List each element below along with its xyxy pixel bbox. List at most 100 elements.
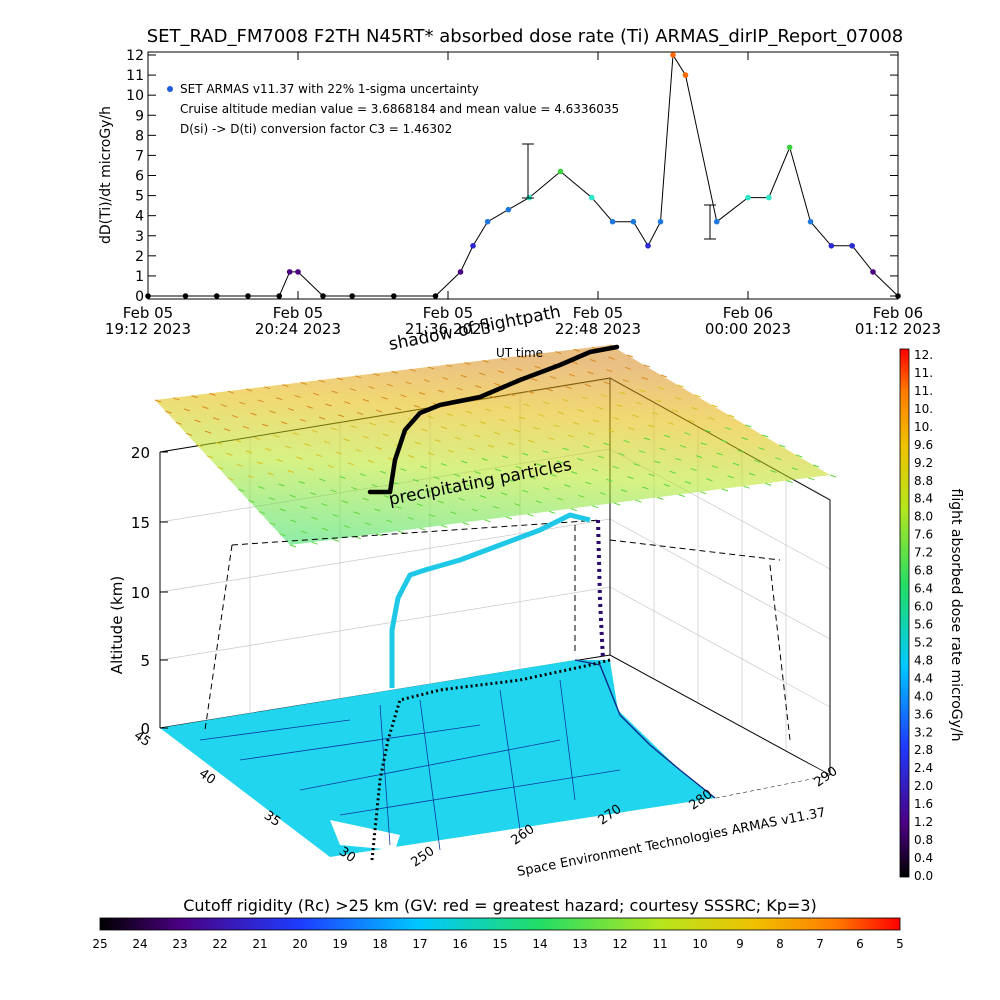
particle-mark	[394, 407, 402, 411]
right-colorbar-label: flight absorbed dose rate microGy/h	[948, 489, 964, 742]
particle-mark	[691, 407, 698, 410]
data-point	[670, 52, 676, 58]
particle-mark	[536, 463, 543, 467]
particle-mark	[695, 455, 703, 459]
y-tick-label: 8	[135, 128, 144, 144]
particle-mark	[546, 388, 554, 392]
particle-mark	[608, 356, 615, 360]
particle-mark	[404, 492, 411, 496]
x-tick-label: 20:24 2023	[255, 320, 341, 338]
data-point	[630, 218, 637, 225]
bottom-colorbar-tick: 5	[896, 937, 904, 951]
altitude-ticks: 0 5 10 15 20	[131, 444, 168, 738]
particle-mark	[570, 471, 578, 475]
particle-mark	[504, 405, 511, 409]
particle-mark	[374, 508, 381, 512]
grid-line	[159, 586, 611, 661]
data-point	[432, 293, 439, 299]
particle-mark	[242, 425, 250, 429]
particle-mark	[206, 455, 214, 459]
particle-mark	[508, 393, 516, 397]
particle-mark	[632, 414, 639, 418]
right-colorbar-tick: 7.2	[914, 546, 933, 560]
particle-mark	[376, 533, 383, 537]
bottom-colorbar-tick: 17	[412, 937, 427, 951]
particle-mark	[492, 505, 500, 509]
altitude-tick-label: 10	[131, 584, 150, 602]
particle-mark	[343, 525, 350, 529]
particle-mark	[395, 505, 402, 509]
particle-mark	[425, 489, 432, 493]
bottom-colorbar-tick: 14	[532, 937, 547, 951]
particle-mark	[351, 486, 358, 490]
right-colorbar-tick: 5.6	[914, 617, 933, 631]
particle-mark	[279, 508, 286, 512]
particle-mark	[515, 465, 522, 469]
particle-mark	[227, 477, 234, 481]
particle-mark	[321, 503, 328, 507]
particle-mark	[727, 475, 734, 479]
particle-mark	[440, 463, 448, 467]
data-point	[145, 293, 151, 299]
particle-mark	[638, 450, 646, 454]
right-colorbar-tick: 10.	[914, 420, 933, 434]
particle-mark	[350, 425, 357, 429]
particle-mark	[508, 479, 515, 483]
particle-mark	[652, 411, 659, 415]
particle-mark	[568, 434, 575, 438]
particle-mark	[420, 465, 427, 469]
right-colorbar-tick: 11.	[914, 366, 933, 380]
right-colorbar: 12. 11. 11. 10. 10. 9.6 9.2 8.8 8.4 8.0 7.6 7.2 6.8 6…	[899, 348, 964, 883]
particle-mark	[433, 476, 440, 480]
particle-mark	[521, 489, 529, 493]
particle-mark	[282, 384, 289, 388]
particle-mark	[556, 497, 564, 501]
particle-mark	[589, 359, 597, 362]
right-colorbar-tick: 6.4	[914, 582, 933, 596]
particle-mark	[648, 424, 655, 428]
bottom-colorbar-tick: 16	[452, 937, 467, 951]
data-point	[849, 242, 855, 249]
particle-mark	[312, 392, 320, 396]
particle-mark	[154, 399, 162, 403]
particle-mark	[795, 454, 803, 458]
ocean-area	[610, 660, 830, 798]
right-colorbar-tick: 3.2	[914, 725, 933, 739]
particle-mark	[641, 376, 648, 380]
particle-mark	[639, 389, 646, 393]
particle-mark	[529, 476, 536, 480]
particle-mark	[474, 471, 481, 475]
particle-mark	[466, 484, 474, 488]
particle-mark	[287, 470, 294, 473]
particle-mark	[343, 438, 350, 442]
particle-mark	[724, 427, 732, 431]
right-colorbar-tick: 4.0	[914, 689, 933, 703]
particle-mark	[531, 378, 538, 382]
particle-mark	[487, 444, 495, 448]
particle-mark	[442, 376, 449, 380]
particle-mark	[290, 519, 297, 523]
particle-mark	[679, 444, 687, 448]
x-tick-label: 19:12 2023	[105, 320, 191, 338]
particle-mark	[280, 421, 288, 425]
particle-mark	[294, 394, 301, 398]
y-tick-label: 9	[135, 108, 144, 124]
particle-mark	[527, 439, 535, 443]
altitude-axis-label: Altitude (km)	[108, 576, 126, 674]
particle-mark	[318, 416, 326, 420]
legend-series: SET ARMAS v11.37 with 22% 1-sigma uncert…	[180, 82, 479, 96]
particle-mark	[542, 450, 549, 454]
y-tick-label: 12	[126, 48, 144, 64]
particle-mark	[543, 487, 550, 490]
particle-mark	[231, 414, 239, 418]
particle-mark	[327, 464, 335, 468]
right-colorbar-tick: 0.8	[914, 833, 933, 847]
particle-mark	[570, 508, 577, 512]
data-point	[807, 218, 814, 225]
right-colorbar-tick: 0.4	[914, 851, 933, 865]
particle-mark	[737, 449, 744, 453]
particle-mark	[700, 491, 707, 495]
particle-mark	[500, 357, 507, 361]
particle-mark	[655, 399, 662, 403]
bottom-colorbar-tick: 18	[372, 937, 387, 951]
